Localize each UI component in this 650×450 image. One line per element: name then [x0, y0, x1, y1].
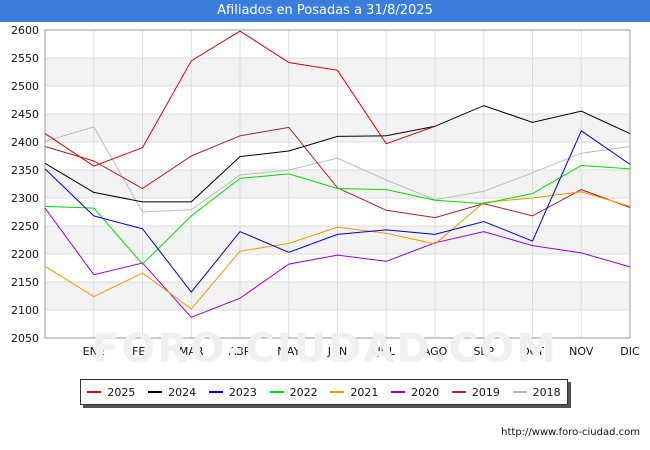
legend-swatch — [87, 391, 102, 393]
legend-swatch — [330, 391, 345, 393]
legend-swatch — [512, 391, 527, 393]
y-tick-label: 2200 — [11, 248, 39, 261]
y-tick-label: 2500 — [11, 80, 39, 93]
legend-item-2025: 2025 — [87, 386, 135, 399]
series-line-2024 — [44, 105, 631, 203]
legend: 2025 2024 2023 2022 2021 2020 2019 2018 — [80, 379, 568, 405]
y-tick-label: 2400 — [11, 136, 39, 149]
legend-label: 2021 — [350, 385, 379, 399]
legend-swatch — [208, 391, 223, 393]
x-tick-label: JUN — [327, 345, 348, 358]
source-url[interactable]: http://www.foro-ciudad.com — [501, 427, 640, 438]
series-line-2021 — [44, 191, 631, 310]
x-tick-label: SEP — [473, 345, 494, 358]
legend-swatch — [451, 391, 466, 393]
series-line-2023 — [44, 130, 631, 293]
x-tick-label: MAR — [179, 345, 204, 358]
legend-item-2020: 2020 — [391, 386, 439, 399]
legend-label: 2022 — [289, 385, 318, 399]
legend-label: 2024 — [168, 385, 197, 399]
series-line-2018 — [44, 126, 631, 213]
legend-label: 2019 — [471, 385, 500, 399]
legend-item-2024: 2024 — [148, 386, 196, 399]
y-tick-label: 2250 — [11, 220, 39, 233]
legend-label: 2023 — [228, 385, 257, 399]
x-tick-label: DIC — [620, 345, 640, 358]
x-tick-label: MAY — [277, 345, 300, 358]
series-line-2025 — [44, 30, 436, 167]
y-tick-label: 2600 — [11, 24, 39, 37]
legend-item-2023: 2023 — [208, 385, 257, 399]
chart-title: Afiliados en Posadas a 31/8/2025 — [0, 0, 650, 22]
legend-label: 2018 — [532, 385, 561, 399]
y-tick-label: 2100 — [11, 304, 39, 317]
legend-swatch — [148, 391, 163, 393]
legend-item-2021: 2021 — [330, 386, 378, 399]
legend-label: 2020 — [411, 385, 440, 399]
legend-item-2022: 2022 — [269, 385, 318, 399]
x-tick-label: OCT — [521, 345, 544, 358]
legend-label: 2025 — [107, 385, 136, 399]
legend-swatch — [269, 391, 284, 393]
legend-item-2019: 2019 — [451, 385, 500, 399]
x-tick-label: NOV — [569, 345, 594, 358]
y-tick-label: 2350 — [11, 164, 39, 177]
legend-swatch — [391, 391, 406, 393]
x-tick-label: ENE — [83, 345, 105, 358]
y-tick-label: 2550 — [11, 52, 39, 65]
x-tick-label: AGO — [423, 345, 448, 358]
y-tick-label: 2300 — [11, 192, 39, 205]
series-line-2022 — [44, 164, 631, 265]
x-tick-label: JUL — [377, 345, 396, 358]
y-tick-label: 2450 — [11, 108, 39, 121]
plot-border — [44, 29, 631, 339]
series-line-2019 — [44, 126, 631, 219]
y-tick-label: 2050 — [11, 332, 39, 345]
x-tick-label: ABR — [229, 345, 252, 358]
series-line-2020 — [44, 207, 631, 318]
y-tick-label: 2150 — [11, 276, 39, 289]
x-tick-label: FEB — [132, 345, 153, 358]
legend-item-2018: 2018 — [512, 385, 561, 399]
